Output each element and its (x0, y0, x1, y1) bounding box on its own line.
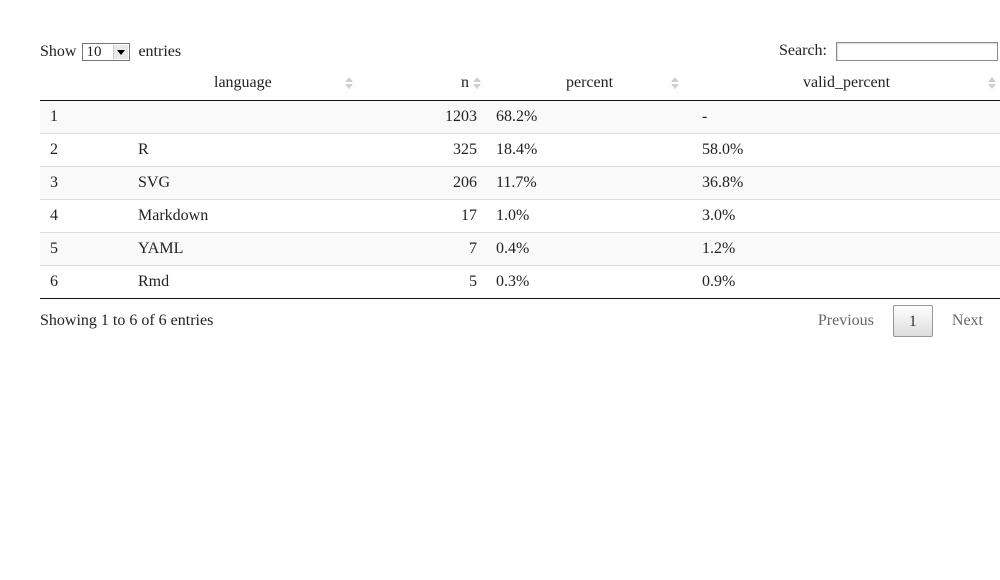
entries-select-value: 10 (86, 44, 102, 60)
sort-both-icon (473, 77, 481, 89)
cell-n: 206 (359, 166, 487, 200)
pagination: Previous 1 Next (805, 305, 1000, 337)
sort-both-icon (345, 77, 353, 89)
cell-valid-percent: 3.0% (695, 199, 1000, 233)
cell-language: Rmd (138, 265, 359, 299)
column-header-valid-percent[interactable]: valid_percent (695, 66, 1000, 101)
table-row: 6 Rmd 5 0.3% 0.9% (40, 265, 1000, 299)
cell-percent: 11.7% (487, 166, 695, 200)
table-row: 5 YAML 7 0.4% 1.2% (40, 232, 1000, 266)
cell-n: 5 (359, 265, 487, 299)
length-menu: Show 10 entries (40, 42, 181, 62)
cell-percent: 18.4% (487, 133, 695, 167)
cell-index: 3 (40, 166, 138, 200)
table-row: 4 Markdown 17 1.0% 3.0% (40, 199, 1000, 233)
previous-button[interactable]: Previous (817, 312, 874, 329)
cell-language (138, 100, 359, 134)
next-button[interactable]: Next (951, 312, 983, 329)
cell-n: 17 (359, 199, 487, 233)
table-row: 3 SVG 206 11.7% 36.8% (40, 166, 1000, 200)
cell-percent: 0.4% (487, 232, 695, 266)
column-label: valid_percent (803, 74, 891, 91)
cell-valid-percent: 58.0% (695, 133, 1000, 167)
table-controls: Show 10 entries Search: (40, 40, 1000, 64)
cell-valid-percent: - (695, 100, 1000, 134)
cell-index: 2 (40, 133, 138, 167)
column-header-language[interactable]: language (138, 66, 359, 101)
cell-language: Markdown (138, 199, 359, 233)
cell-percent: 68.2% (487, 100, 695, 134)
table-row: 1 1203 68.2% - (40, 100, 1000, 134)
cell-language: YAML (138, 232, 359, 266)
cell-valid-percent: 1.2% (695, 232, 1000, 266)
cell-percent: 1.0% (487, 199, 695, 233)
header-row: language n percent valid_percent (40, 66, 1000, 101)
table-footer: Showing 1 to 6 of 6 entries Previous 1 N… (40, 304, 1000, 340)
column-header-index[interactable] (40, 66, 138, 101)
cell-n: 1203 (359, 100, 487, 134)
column-label: percent (566, 74, 614, 91)
cell-percent: 0.3% (487, 265, 695, 299)
sort-both-icon (988, 77, 996, 89)
table-row: 2 R 325 18.4% 58.0% (40, 133, 1000, 167)
cell-language: R (138, 133, 359, 167)
cell-index: 4 (40, 199, 138, 233)
search-input[interactable] (836, 41, 998, 61)
length-prefix: Show (40, 43, 77, 60)
data-table: language n percent valid_percent (40, 66, 1000, 299)
cell-index: 1 (40, 100, 138, 134)
cell-valid-percent: 0.9% (695, 265, 1000, 299)
column-label: n (461, 74, 469, 91)
dropdown-arrow-icon (113, 45, 129, 59)
cell-index: 6 (40, 265, 138, 299)
page-1-button[interactable]: 1 (892, 305, 933, 337)
sort-both-icon (671, 77, 679, 89)
column-header-percent[interactable]: percent (487, 66, 695, 101)
column-header-n[interactable]: n (359, 66, 487, 101)
cell-valid-percent: 36.8% (695, 166, 1000, 200)
cell-n: 325 (359, 133, 487, 167)
column-label: language (214, 74, 272, 91)
length-suffix: entries (138, 43, 182, 60)
cell-language: SVG (138, 166, 359, 200)
search-filter: Search: (779, 41, 998, 61)
cell-index: 5 (40, 232, 138, 266)
table-info: Showing 1 to 6 of 6 entries (40, 312, 214, 329)
search-label: Search: (779, 42, 827, 59)
entries-select[interactable]: 10 (82, 43, 131, 61)
cell-n: 7 (359, 232, 487, 266)
